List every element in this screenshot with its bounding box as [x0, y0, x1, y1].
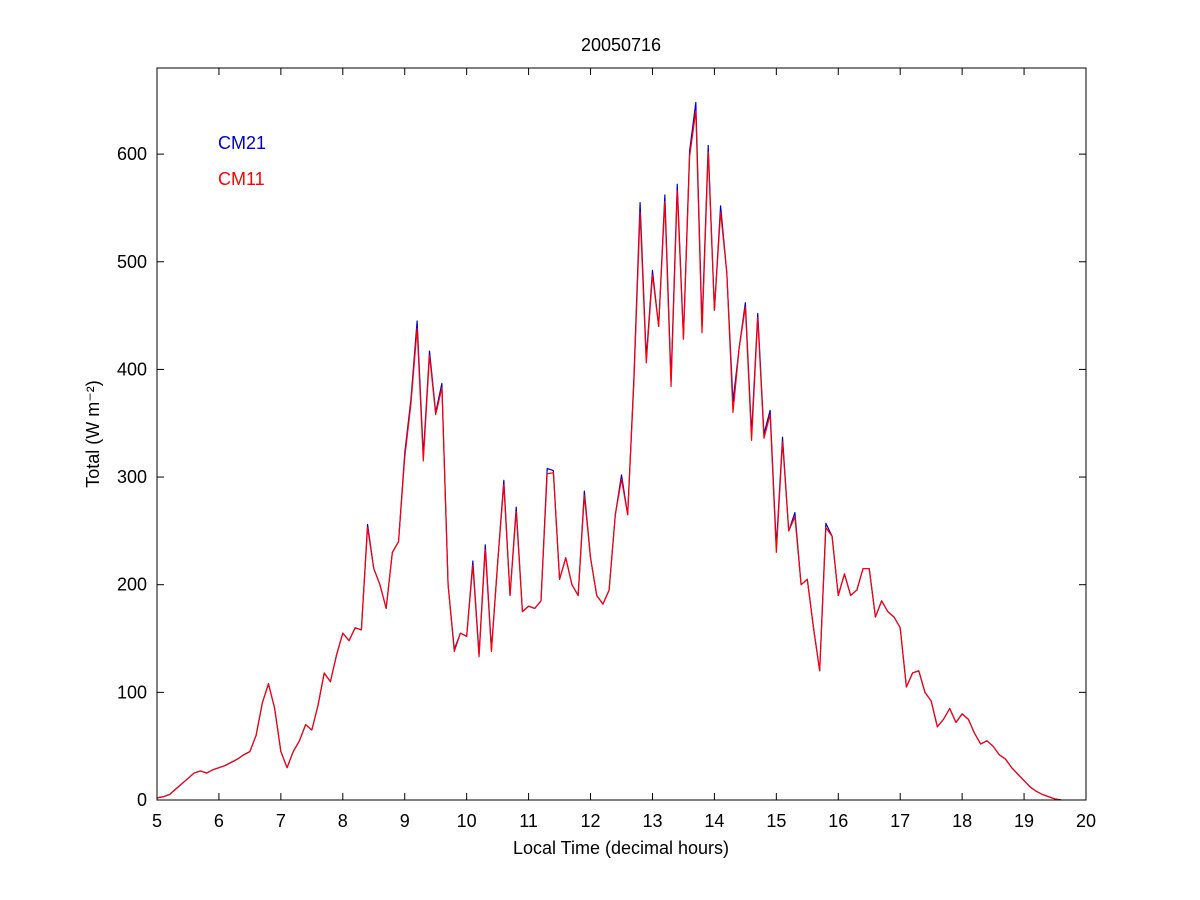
- x-tick-label: 8: [338, 811, 348, 831]
- legend-entry: CM11: [218, 169, 265, 189]
- legend-entry: CM21: [218, 133, 266, 153]
- x-tick-label: 6: [214, 811, 224, 831]
- x-tick-label: 13: [642, 811, 662, 831]
- x-tick-label: 11: [519, 811, 538, 831]
- x-tick-label: 7: [276, 811, 286, 831]
- series-line: [156, 110, 1062, 801]
- x-tick-label: 19: [1014, 811, 1034, 831]
- y-tick-label: 400: [117, 359, 147, 379]
- chart-title: 20050716: [581, 35, 661, 55]
- x-tick-label: 9: [400, 811, 410, 831]
- x-tick-label: 16: [828, 811, 848, 831]
- x-tick-label: 20: [1076, 811, 1096, 831]
- y-tick-label: 200: [117, 575, 147, 595]
- y-tick-label: 600: [117, 144, 147, 164]
- x-tick-label: 17: [890, 811, 910, 831]
- y-tick-label: 0: [137, 790, 147, 810]
- x-tick-label: 10: [457, 811, 477, 831]
- x-tick-label: 5: [152, 811, 162, 831]
- y-tick-label: 300: [117, 467, 147, 487]
- plot-frame: [156, 67, 1087, 801]
- y-tick-label: 100: [117, 682, 147, 702]
- x-tick-label: 12: [581, 811, 601, 831]
- y-axis-label: Total (W m⁻²): [83, 380, 103, 488]
- y-tick-label: 500: [117, 252, 147, 272]
- x-tick-label: 14: [704, 811, 724, 831]
- x-tick-label: 15: [766, 811, 786, 831]
- x-axis-label: Local Time (decimal hours): [513, 838, 729, 858]
- x-tick-label: 18: [952, 811, 972, 831]
